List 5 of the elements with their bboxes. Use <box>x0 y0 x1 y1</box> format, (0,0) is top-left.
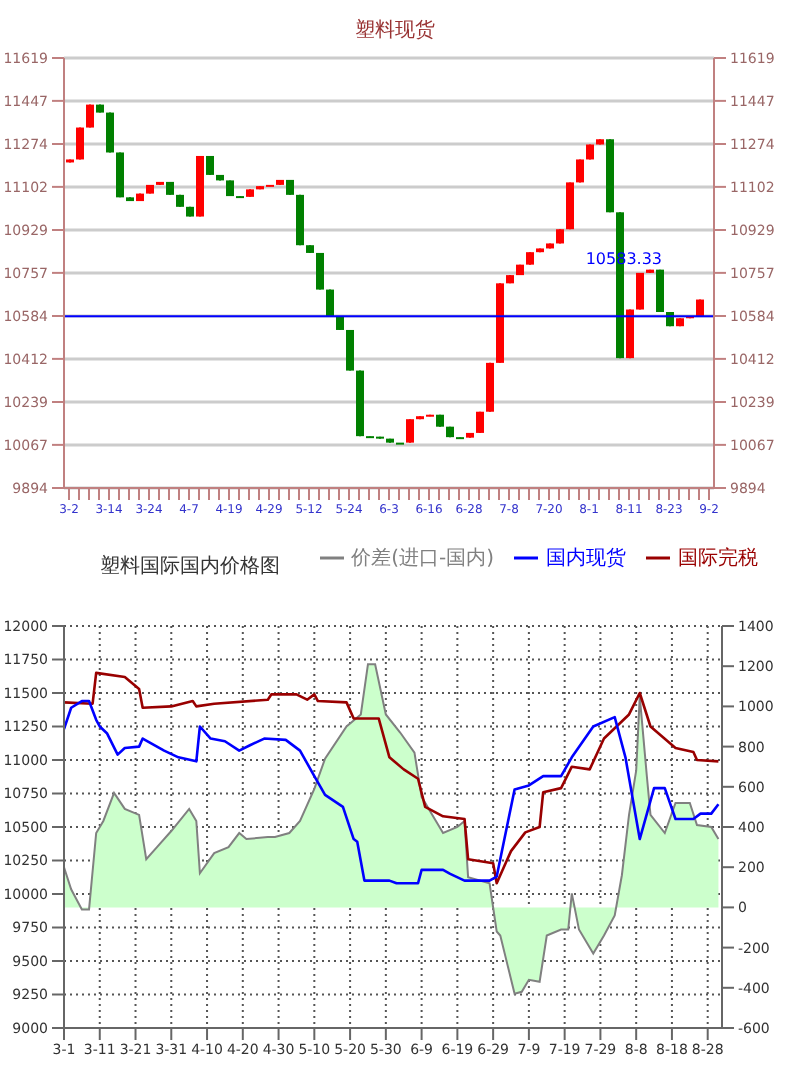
chart-title: 塑料国际国内价格图 <box>100 553 280 580</box>
legend-label: 国际完税 <box>678 548 758 570</box>
chart-title: 塑料现货 <box>353 17 437 44</box>
legend-label: 价差(进口-国内) <box>351 548 494 570</box>
legend-label: 国内现货 <box>546 548 626 570</box>
